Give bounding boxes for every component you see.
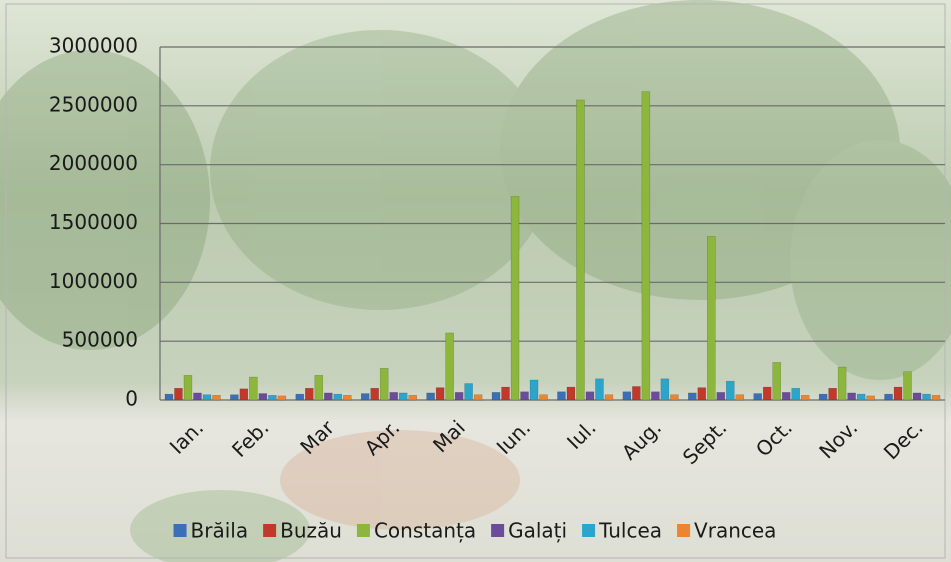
y-tick-label: 500000 (62, 328, 138, 352)
bar (529, 379, 539, 401)
legend-label: Constanța (374, 519, 476, 543)
bar (595, 378, 604, 401)
bar (510, 196, 520, 401)
bar (781, 392, 791, 401)
bar (585, 391, 595, 401)
bar (454, 392, 464, 401)
bar (800, 395, 810, 401)
bar (697, 387, 707, 401)
bar (828, 387, 837, 401)
bar (670, 394, 679, 401)
bar (193, 392, 202, 401)
bar (660, 378, 670, 401)
bar (258, 393, 268, 401)
legend-swatch (677, 524, 691, 537)
bar (576, 99, 585, 401)
bar (735, 394, 745, 401)
bar (903, 371, 912, 401)
bar (183, 375, 193, 401)
bar (164, 393, 174, 401)
bar (333, 393, 343, 401)
bar (651, 391, 660, 401)
bar (566, 386, 576, 401)
y-tick-label: 0 (125, 387, 138, 411)
bar (249, 376, 258, 401)
bar (866, 395, 875, 401)
bar (398, 392, 408, 401)
bar (464, 383, 473, 401)
bar (557, 391, 566, 401)
bar (520, 391, 529, 401)
bar (370, 387, 379, 401)
bar (268, 395, 277, 401)
y-tick-label: 1000000 (49, 269, 138, 293)
bar (202, 394, 212, 401)
bar (539, 394, 548, 401)
legend-swatch (173, 524, 187, 537)
legend-swatch (491, 524, 505, 537)
bar (726, 380, 735, 401)
bar (688, 392, 697, 401)
bar (632, 386, 641, 401)
legend-label: Vrancea (694, 519, 776, 543)
bar (389, 392, 398, 401)
bar (931, 395, 941, 401)
legend-swatch (356, 524, 370, 537)
bar (847, 392, 856, 401)
bar (884, 393, 893, 401)
y-tick-label: 3000000 (49, 34, 138, 58)
bar (922, 393, 931, 401)
bar (239, 388, 249, 401)
bar (893, 386, 903, 401)
bar (501, 386, 510, 401)
bar (491, 392, 501, 401)
bar (408, 395, 417, 401)
y-tick-label: 2000000 (49, 151, 138, 175)
bar (707, 236, 716, 401)
bar (762, 386, 772, 401)
bar (753, 393, 762, 401)
bar (212, 395, 221, 401)
bar (379, 367, 389, 401)
bar (230, 394, 239, 401)
bar (912, 392, 922, 401)
y-tick-label: 1500000 (49, 210, 138, 234)
bar (324, 392, 333, 401)
bar (604, 394, 614, 401)
legend-label: Brăila (191, 519, 249, 543)
bar (295, 393, 305, 401)
legend-swatch (582, 524, 596, 537)
bar (473, 394, 483, 401)
legend-label: Buzău (280, 519, 342, 543)
bar (716, 392, 726, 401)
bar (445, 332, 454, 401)
bar (772, 362, 781, 401)
bar (435, 387, 445, 401)
bar (343, 395, 352, 401)
bar (818, 393, 828, 401)
bar (277, 395, 287, 401)
bar (174, 387, 183, 401)
bar (360, 393, 370, 401)
bar (856, 393, 866, 401)
legend-label: Tulcea (598, 519, 662, 543)
legend-label: Galați (508, 519, 567, 543)
bar (641, 91, 651, 401)
bar (837, 366, 847, 401)
y-tick-label: 2500000 (49, 92, 138, 116)
bar (305, 387, 314, 401)
bar (314, 375, 324, 401)
bar (791, 387, 800, 401)
bar (426, 392, 435, 401)
legend-swatch (263, 524, 277, 537)
bar (622, 391, 632, 401)
chart-border (5, 3, 946, 559)
